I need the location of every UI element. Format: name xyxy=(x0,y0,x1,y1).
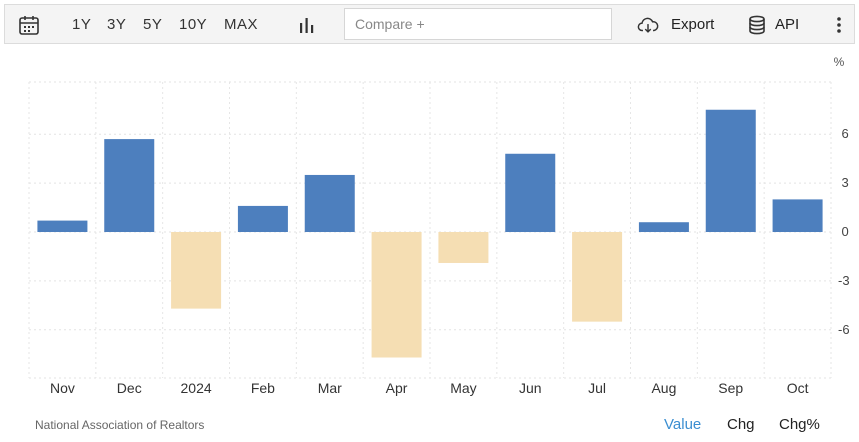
y-unit-label: % xyxy=(834,55,845,69)
x-tick-label: Mar xyxy=(318,380,342,396)
x-tick-label: Apr xyxy=(386,380,408,396)
x-tick-label: May xyxy=(450,380,476,396)
bar-apr xyxy=(371,232,422,358)
bar-jun xyxy=(505,153,556,232)
calendar-icon[interactable] xyxy=(18,14,40,36)
bar-dec xyxy=(104,139,155,232)
x-tick-label: Nov xyxy=(50,380,75,396)
x-tick-label: Aug xyxy=(651,380,676,396)
y-tick-label: 6 xyxy=(842,126,849,141)
bar-feb xyxy=(237,205,288,232)
x-tick-label: 2024 xyxy=(181,380,212,396)
api-button[interactable]: API xyxy=(775,16,800,33)
bar-jul xyxy=(572,232,623,322)
bar-nov xyxy=(37,220,88,232)
bar-sep xyxy=(705,109,756,232)
bar-aug xyxy=(638,222,689,232)
x-tick-label: Sep xyxy=(718,380,743,396)
more-vertical-icon[interactable] xyxy=(828,14,850,36)
bar-chart: % -6 -3 0 3 6 Nov Dec 2024 Feb Mar Apr May Jun Jul Aug S… xyxy=(28,55,850,396)
y-tick-label: 0 xyxy=(842,224,849,239)
bar-may xyxy=(438,232,489,263)
data-source: National Association of Realtors xyxy=(35,418,205,432)
bar-oct xyxy=(772,199,823,232)
x-tick-label: Oct xyxy=(787,380,809,396)
tab-chg[interactable]: Chg xyxy=(727,416,755,433)
y-tick-label: 3 xyxy=(842,175,849,190)
range-max-button[interactable]: MAX xyxy=(224,16,259,33)
x-tick-label: Dec xyxy=(117,380,142,396)
chart-toolbar: 1Y 3Y 5Y 10Y MAX Export API xyxy=(4,4,855,44)
x-tick-label: Feb xyxy=(251,380,275,396)
cloud-download-icon[interactable] xyxy=(637,14,659,36)
x-tick-label: Jun xyxy=(519,380,542,396)
tab-chg-percent[interactable]: Chg% xyxy=(779,416,820,433)
range-5y-button[interactable]: 5Y xyxy=(143,16,163,33)
range-10y-button[interactable]: 10Y xyxy=(179,16,208,33)
y-tick-label: -6 xyxy=(838,322,850,337)
range-1y-button[interactable]: 1Y xyxy=(72,16,92,33)
tab-value[interactable]: Value xyxy=(664,416,702,433)
bar-mar xyxy=(304,174,355,232)
compare-input[interactable] xyxy=(344,8,612,40)
bar-2024 xyxy=(171,232,222,309)
y-tick-label: -3 xyxy=(838,273,850,288)
x-tick-label: Jul xyxy=(588,380,606,396)
bar-chart-icon[interactable] xyxy=(296,14,318,36)
export-button[interactable]: Export xyxy=(671,16,715,33)
range-3y-button[interactable]: 3Y xyxy=(107,16,127,33)
database-icon[interactable] xyxy=(746,14,768,36)
